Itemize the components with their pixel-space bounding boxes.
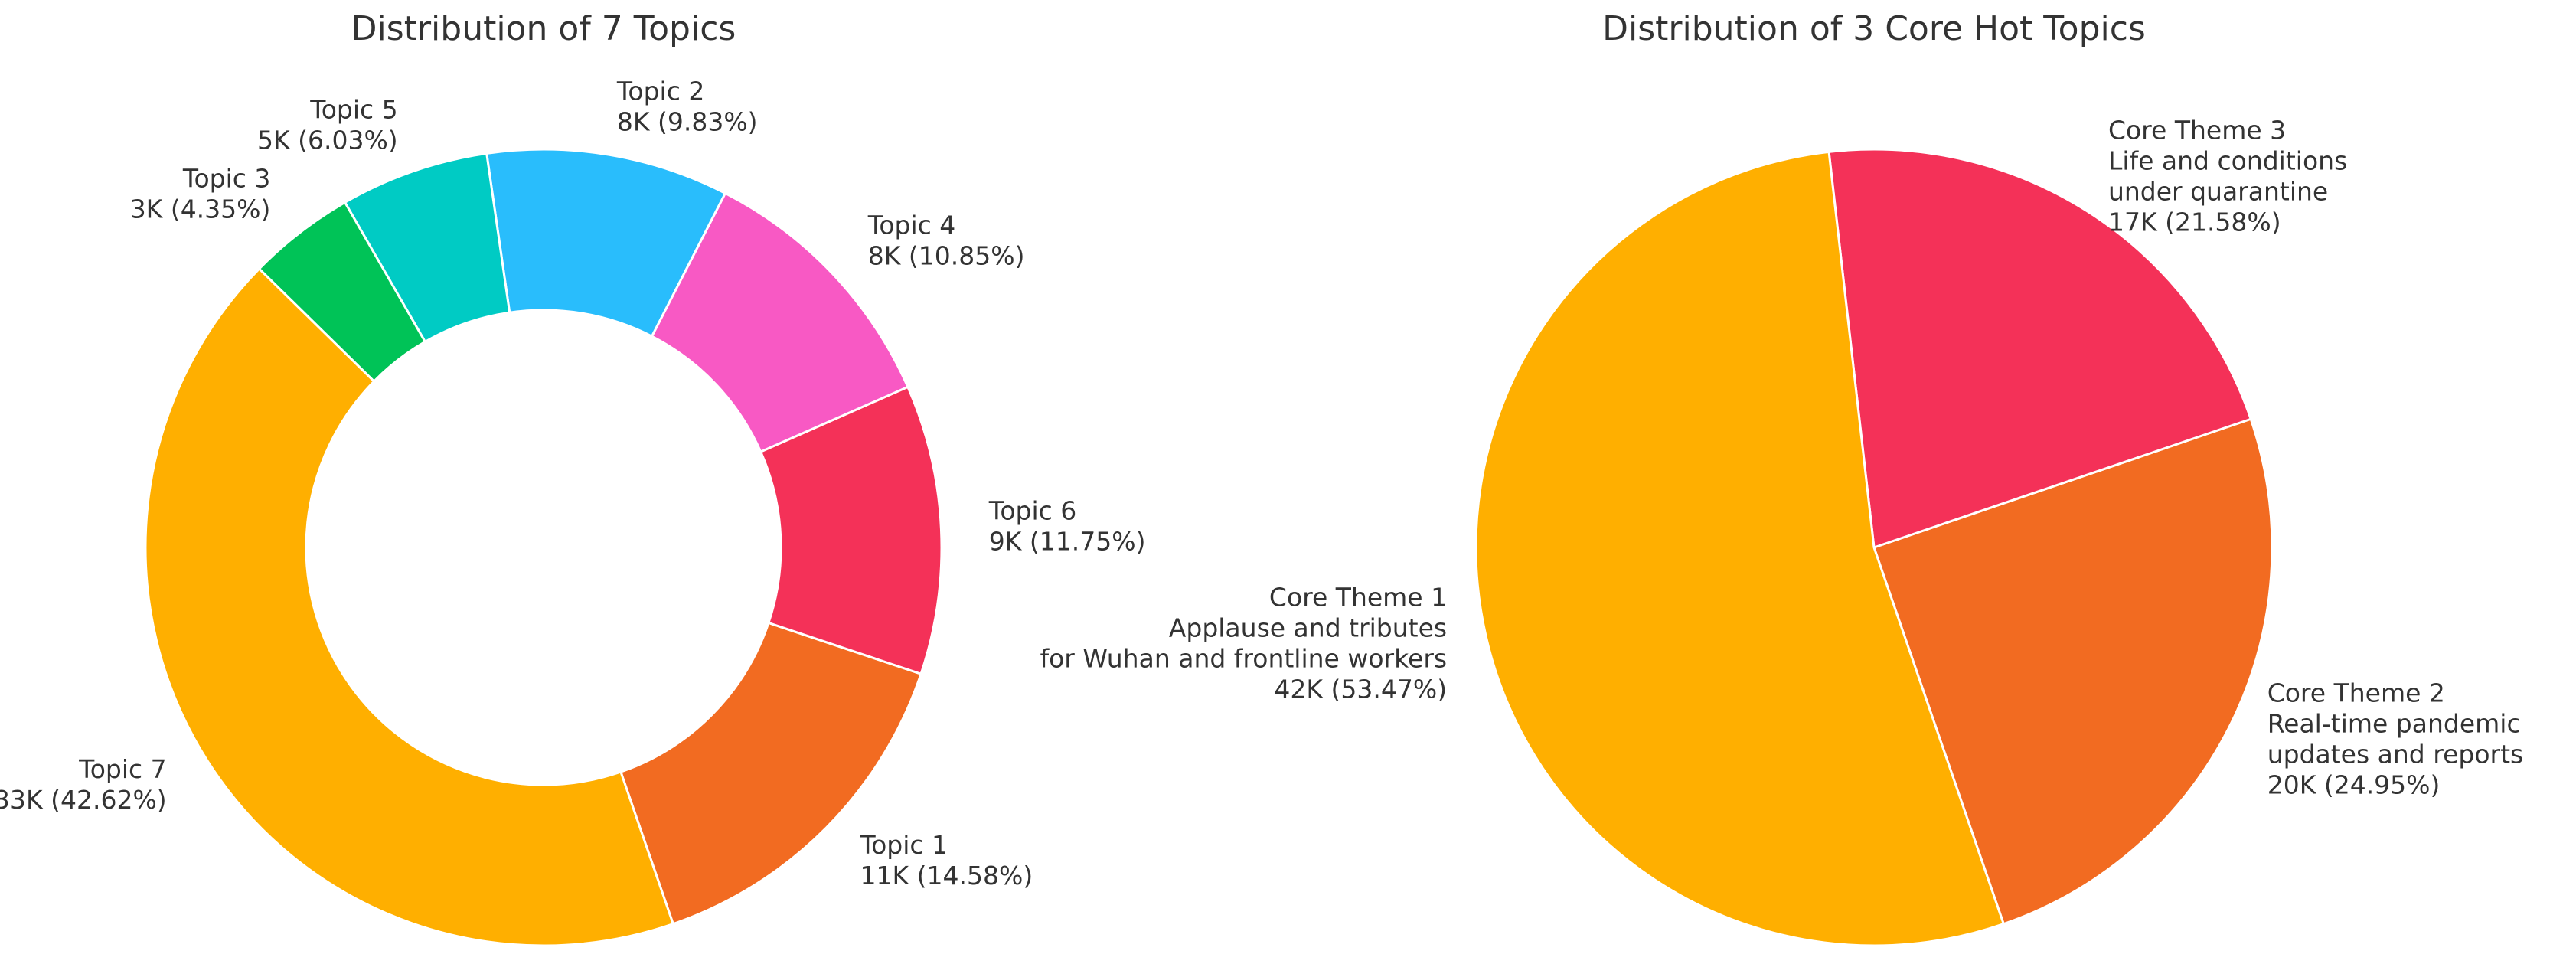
- slice-name-text: Life and conditions: [2108, 145, 2347, 175]
- slice-value-text: 9K (11.75%): [989, 526, 1146, 556]
- donut-label-topic-5: Topic 5 5K (6.03%): [257, 94, 398, 155]
- slice-value-text: 11K (14.58%): [860, 861, 1033, 890]
- slice-value-text: 33K (42.62%): [0, 785, 167, 815]
- slice-name-text: Topic 4: [867, 210, 956, 240]
- slice-value-text: 8K (9.83%): [617, 106, 758, 136]
- slice-value-text: 5K (6.03%): [257, 125, 398, 155]
- chart-title: Distribution of 3 Core Hot Topics: [1602, 9, 2146, 48]
- donut-label-topic-3: Topic 3 3K (4.35%): [130, 163, 271, 224]
- pie-chart-core-topics: Distribution of 3 Core Hot Topics Core T…: [1040, 9, 2523, 947]
- slice-value-text: 8K (10.85%): [868, 240, 1025, 270]
- donut-label-topic-1: Topic 1 11K (14.58%): [860, 830, 1033, 890]
- pie-slices: [1474, 148, 2274, 947]
- donut-slice-topic-1: [619, 621, 922, 926]
- slice-value-text: 3K (4.35%): [130, 194, 271, 224]
- slice-value-text: 20K (24.95%): [2267, 770, 2441, 799]
- slice-name-text: updates and reports: [2267, 739, 2524, 769]
- slice-name-text: Applause and tributes: [1169, 613, 1447, 642]
- slice-name-text: Topic 7: [78, 754, 167, 784]
- pie-label-core-theme-2: Core Theme 2 Real-time pandemic updates an…: [2267, 678, 2524, 799]
- donut-slices: [144, 148, 943, 947]
- slice-name-text: Topic 1: [860, 830, 948, 860]
- pie-label-core-theme-3: Core Theme 3 Life and conditions under qua…: [2108, 115, 2347, 237]
- pie-slice-core-theme-3: [1827, 148, 2253, 550]
- donut-slice-topic-7: [144, 266, 675, 947]
- pie-slice-labels: Core Theme 2 Real-time pandemic updates an…: [1040, 115, 2523, 799]
- donut-label-topic-6: Topic 6 9K (11.75%): [988, 495, 1146, 556]
- slice-value-text: 17K (21.58%): [2108, 207, 2281, 237]
- slice-name-text: Topic 6: [988, 495, 1077, 525]
- pie-slice-core-theme-1: [1474, 150, 2006, 947]
- slice-name-text: under quarantine: [2108, 176, 2328, 206]
- pie-label-core-theme-1: Core Theme 1 Applause and tributes for Wuh…: [1040, 582, 1447, 704]
- donut-label-topic-2: Topic 2 8K (9.83%): [616, 76, 758, 136]
- donut-label-topic-4: Topic 4 8K (10.85%): [867, 210, 1025, 270]
- slice-name-text: Real-time pandemic: [2267, 708, 2521, 738]
- slice-name-text: for Wuhan and frontline workers: [1040, 643, 1447, 673]
- slice-name-text: Core Theme 1: [1269, 582, 1447, 612]
- donut-slice-topic-6: [759, 385, 943, 676]
- slice-name-text: Topic 3: [182, 163, 271, 193]
- donut-chart-seven-topics: Distribution of 7 Topics Topic 1 11K (14.…: [0, 9, 1145, 947]
- slice-name-text: Topic 2: [616, 76, 705, 106]
- chart-title: Distribution of 7 Topics: [351, 9, 736, 48]
- slice-name-text: Core Theme 3: [2108, 115, 2286, 145]
- donut-slice-labels: Topic 1 11K (14.58%)Topic 6 9K (11.75%)Top…: [0, 76, 1145, 890]
- slice-value-text: 42K (53.47%): [1274, 674, 1447, 704]
- slice-name-text: Core Theme 2: [2267, 678, 2445, 707]
- slice-name-text: Topic 5: [309, 94, 398, 124]
- pie-slice-core-theme-2: [1872, 417, 2274, 926]
- donut-label-topic-7: Topic 7 33K (42.62%): [0, 754, 167, 815]
